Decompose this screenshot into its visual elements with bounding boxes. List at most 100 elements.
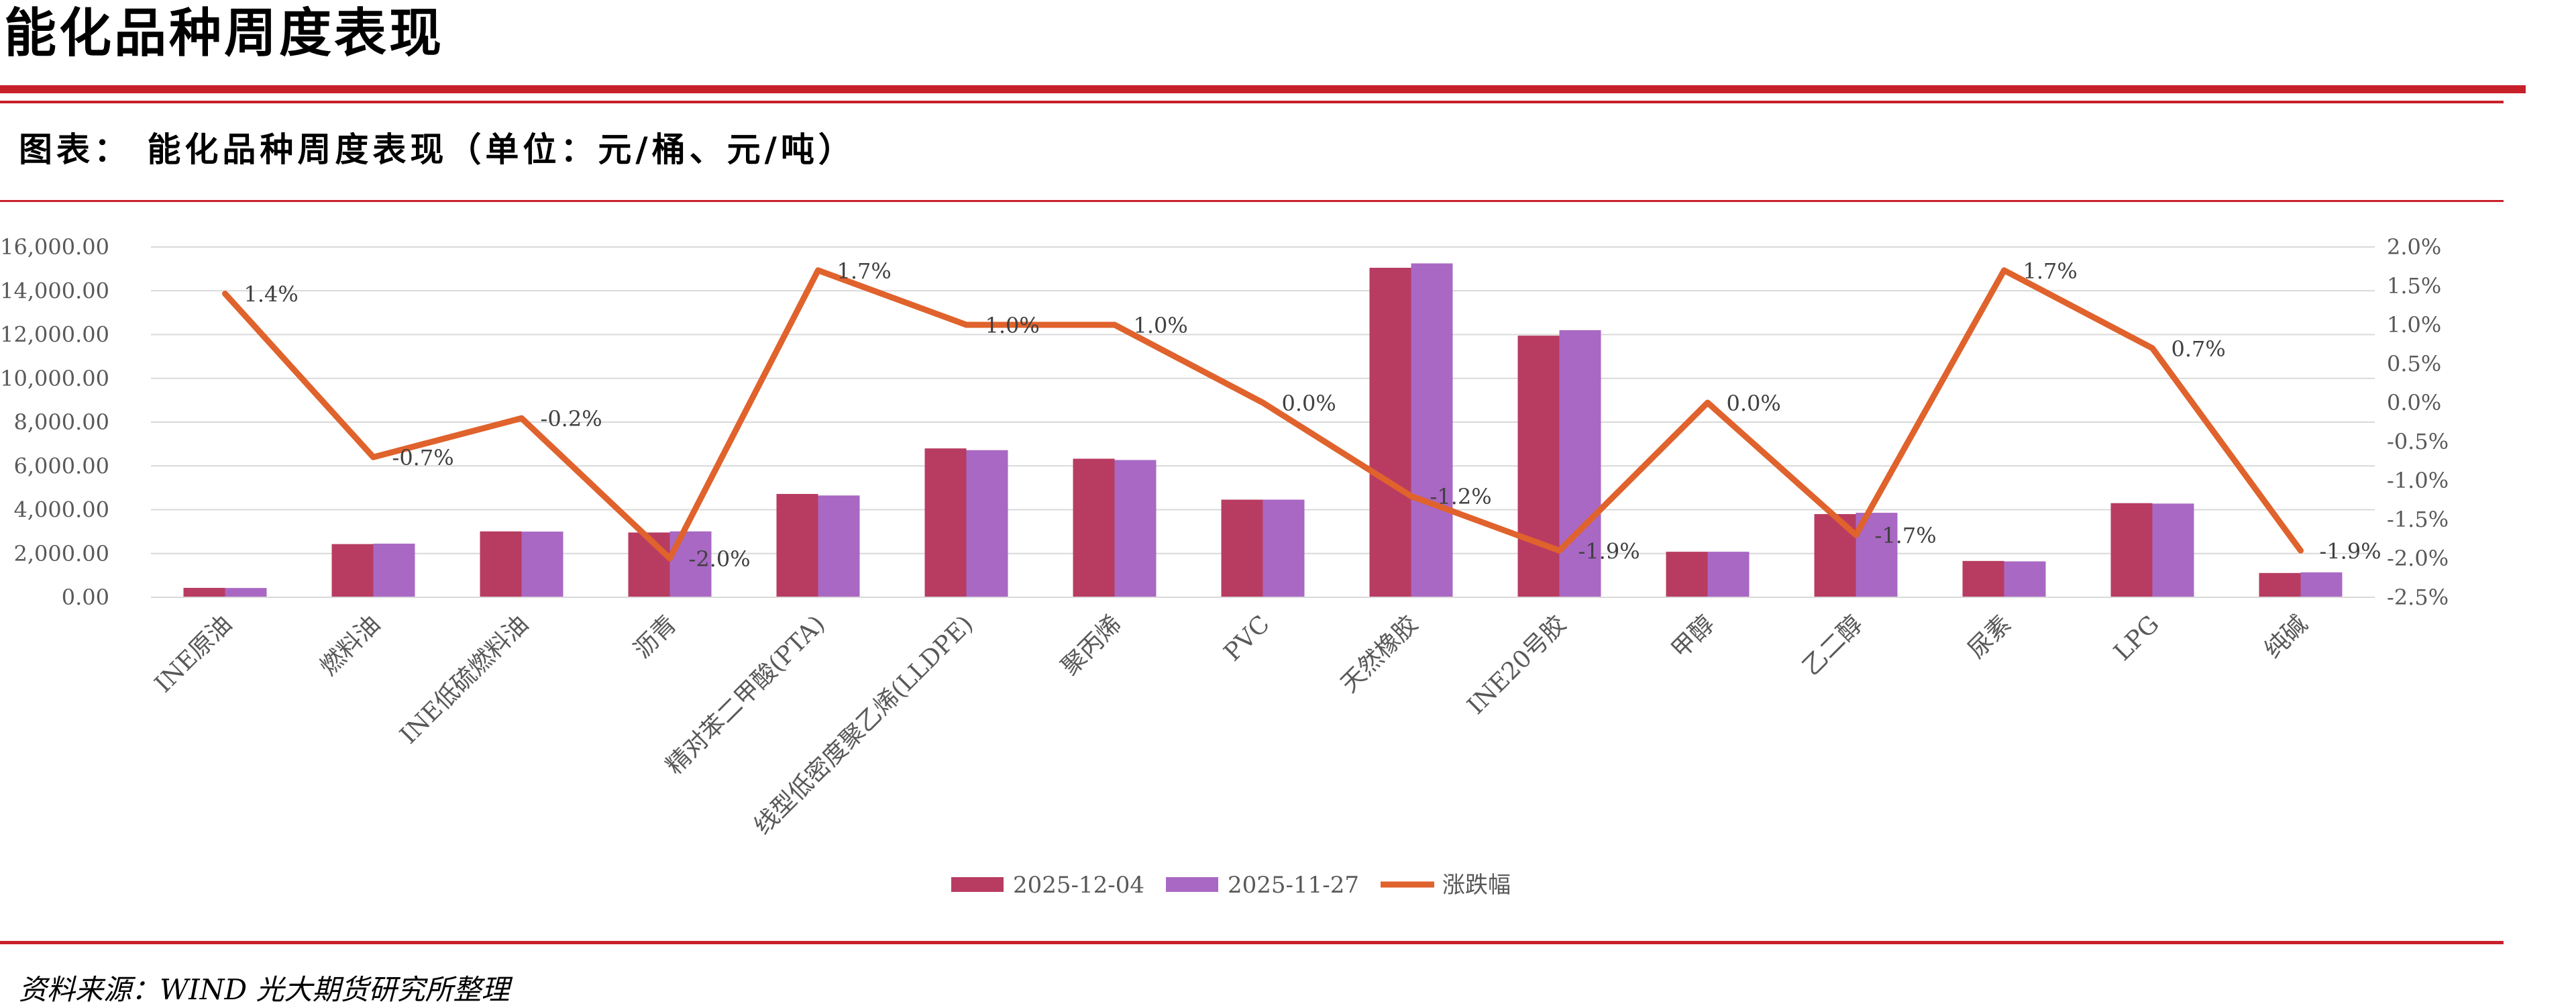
data-label: -1.7% — [1875, 523, 1937, 548]
y-right-tick-label: -1.5% — [2387, 507, 2449, 532]
x-tick-label: LPG — [2109, 610, 2165, 666]
line-point — [2151, 347, 2153, 349]
x-tick-label: INE原油 — [150, 610, 237, 698]
x-tick-label: 精对苯二甲酸(PTA) — [661, 610, 830, 780]
bar — [1559, 330, 1601, 597]
line-point — [2300, 550, 2302, 552]
bars — [183, 263, 2343, 597]
data-label: -1.2% — [1430, 484, 1492, 509]
data-label: -1.9% — [2320, 538, 2381, 564]
line-point — [2003, 269, 2005, 271]
data-label: -0.2% — [541, 406, 602, 432]
y-right-tick-label: -0.5% — [2387, 429, 2449, 454]
y-left-tick-label: 4,000.00 — [14, 497, 110, 523]
data-label: -1.9% — [1578, 538, 1640, 564]
data-label: 0.0% — [1727, 391, 1781, 416]
combo-chart: 1.4% -0.7% -0.2% -2.0% 1.7% 1.0% 1.0% 0.0% -1.2%… — [0, 234, 2449, 899]
bar — [373, 544, 415, 597]
bar — [818, 495, 860, 597]
data-label: 1.7% — [2023, 258, 2078, 284]
bar — [2152, 503, 2194, 597]
bar — [1114, 460, 1157, 597]
data-label: 1.0% — [1134, 313, 1188, 338]
x-tick-label: 天然橡胶 — [1336, 610, 1424, 698]
bar — [2259, 572, 2301, 597]
line-point — [669, 558, 671, 559]
x-tick-label: 纯碱 — [2259, 610, 2313, 664]
bar — [628, 532, 670, 597]
legend-label: 2025-11-27 — [1228, 872, 1359, 899]
bar — [480, 531, 522, 597]
y-left-tick-label: 16,000.00 — [0, 234, 109, 260]
header-rule-thick — [0, 85, 2526, 93]
x-tick-label: 沥青 — [629, 610, 682, 664]
data-label: 0.0% — [1282, 391, 1336, 416]
y-right-tick-label: 2.0% — [2387, 234, 2441, 260]
bar — [183, 587, 225, 597]
legend-swatch — [1166, 877, 1218, 892]
line-point — [1855, 534, 1857, 536]
bar — [331, 544, 374, 597]
bar — [1411, 263, 1453, 597]
data-label: 1.4% — [244, 282, 299, 307]
line-point — [1114, 324, 1116, 325]
y-left-tick-label: 8,000.00 — [14, 409, 110, 435]
line-point — [965, 324, 967, 325]
y-axis-left: 0.00 2,000.00 4,000.00 6,000.00 8,000.00 10,0… — [0, 234, 109, 610]
bar — [225, 588, 267, 597]
y-left-tick-label: 12,000.00 — [0, 322, 109, 348]
data-label: -2.0% — [689, 546, 751, 572]
data-label: 1.0% — [985, 313, 1040, 338]
data-label: 1.7% — [837, 258, 892, 284]
y-right-tick-label: 0.0% — [2387, 390, 2441, 415]
x-tick-label: 聚丙烯 — [1056, 610, 1126, 681]
x-tick-label: PVC — [1219, 610, 1275, 666]
line-point — [817, 269, 819, 271]
x-tick-label: 甲醇 — [1666, 610, 1720, 664]
data-label: -0.7% — [392, 445, 454, 470]
y-left-tick-label: 0.00 — [62, 585, 109, 610]
bar — [1263, 499, 1305, 597]
legend: 2025-12-04 2025-11-27 涨跌幅 — [951, 872, 1511, 899]
chart-title: 图表： 能化品种周度表现（单位：元/桶、元/吨） — [19, 130, 856, 169]
legend-swatch — [951, 877, 1004, 892]
x-tick-label: INE低硫燃料油 — [395, 610, 534, 749]
y-right-tick-label: -2.0% — [2387, 546, 2449, 571]
x-tick-label: INE20号胶 — [1462, 610, 1572, 719]
y-right-tick-label: -1.0% — [2387, 468, 2449, 493]
chart-title-rule — [0, 200, 2504, 202]
y-left-tick-label: 2,000.00 — [14, 541, 110, 566]
header-rule-thin — [0, 101, 2504, 103]
data-label: 0.7% — [2171, 336, 2226, 362]
bar — [521, 532, 564, 597]
y-left-tick-label: 6,000.00 — [14, 453, 110, 479]
bar — [1962, 560, 2004, 597]
legend-label: 2025-12-04 — [1013, 872, 1144, 899]
bar — [1517, 336, 1560, 597]
bar — [1221, 499, 1263, 597]
bar — [2110, 503, 2153, 597]
y-right-tick-label: 1.0% — [2387, 312, 2441, 338]
x-tick-label: 乙二醇 — [1797, 610, 1868, 681]
y-left-tick-label: 14,000.00 — [0, 278, 109, 303]
bar — [1707, 552, 1750, 597]
line-point — [1262, 402, 1264, 403]
page-title: 能化品种周度表现 — [4, 3, 445, 64]
bar — [1073, 458, 1115, 597]
x-tick-label: 尿素 — [1963, 610, 2017, 664]
line-point — [1707, 402, 1709, 403]
legend-label: 涨跌幅 — [1442, 872, 1511, 899]
bar — [924, 448, 967, 597]
y-left-tick-label: 10,000.00 — [0, 366, 109, 391]
bar — [1666, 552, 1708, 597]
x-tick-label: 燃料油 — [315, 610, 385, 681]
bar — [2004, 561, 2046, 597]
line-point — [372, 456, 374, 458]
line-point — [1410, 495, 1412, 497]
bar — [1369, 267, 1411, 597]
line-point — [521, 417, 523, 419]
y-right-tick-label: -2.5% — [2387, 585, 2449, 610]
y-right-tick-label: 1.5% — [2387, 273, 2441, 299]
line-point — [224, 293, 226, 295]
